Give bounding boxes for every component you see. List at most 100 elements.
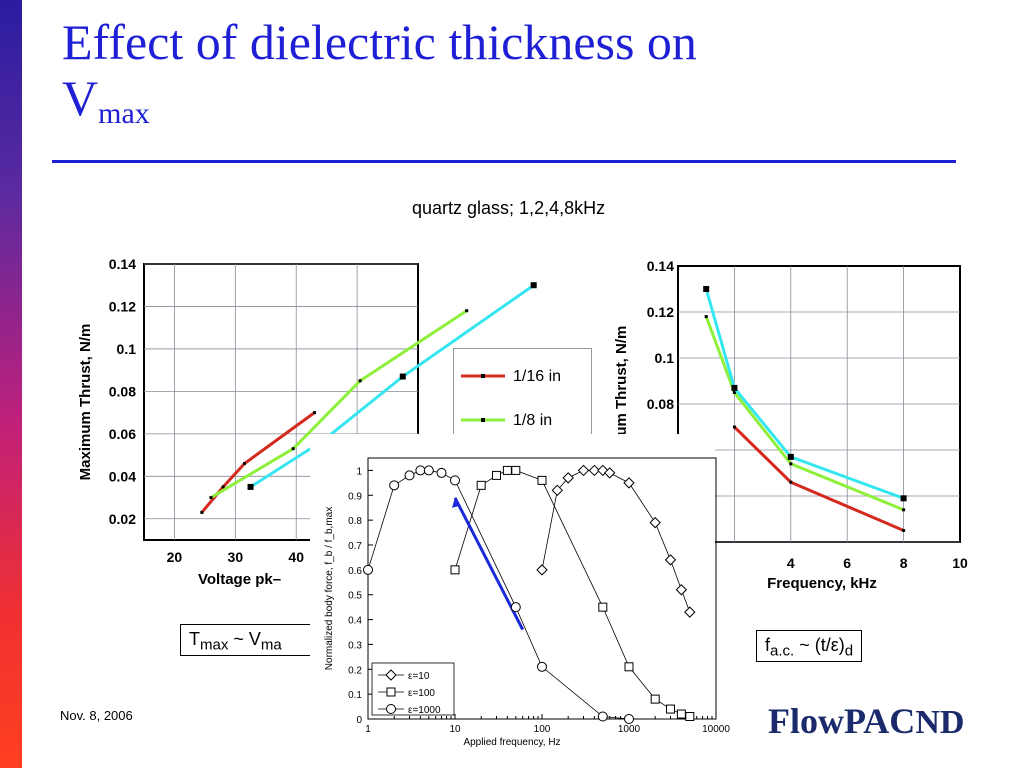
y-tick-label: 0.7 — [348, 541, 362, 552]
legend-marker-red — [481, 374, 485, 378]
data-point — [703, 286, 710, 292]
formula-left-mid: ~ V — [228, 629, 261, 649]
data-point — [789, 480, 793, 484]
formula-left: Tmax ~ Vma — [180, 624, 324, 656]
legend-frame — [371, 662, 455, 716]
data-point-circle — [404, 470, 415, 481]
data-point-circle — [436, 467, 447, 478]
x-tick-label: 30 — [228, 549, 244, 565]
data-point-diamond — [385, 669, 397, 681]
data-point-circle — [537, 661, 547, 672]
data-point-diamond — [551, 484, 564, 497]
data-point-circle — [597, 711, 608, 722]
data-point-diamond — [603, 467, 616, 479]
data-point — [247, 483, 254, 490]
data-point-circle — [386, 704, 396, 714]
data-point-diamond — [684, 606, 696, 618]
data-point-diamond — [623, 477, 635, 489]
y-tick-label: 0.02 — [109, 511, 136, 527]
data-point — [312, 411, 316, 415]
data-point-square — [650, 694, 660, 704]
y-tick-label: 0.3 — [348, 640, 362, 651]
data-point — [200, 510, 204, 514]
y-tick-label: 0.04 — [109, 468, 136, 484]
data-point — [291, 447, 295, 451]
data-point-square — [624, 662, 634, 672]
data-point-diamond — [664, 554, 677, 566]
data-point-circle — [510, 602, 521, 613]
data-point — [221, 485, 225, 489]
y-tick-label: 0.5 — [348, 591, 362, 602]
y-axis-label: Normalized body force, f_b / f_b,max — [324, 507, 335, 670]
y-tick-label: 0.12 — [647, 304, 674, 320]
data-point-circle — [423, 465, 434, 476]
x-tick-label: 20 — [167, 549, 183, 565]
data-point-square — [685, 712, 695, 722]
data-point-square — [492, 470, 502, 480]
x-axis-label: Applied frequency, Hz — [463, 737, 560, 748]
y-tick-label: 0.06 — [109, 426, 136, 442]
normalized-force-chart: 0 0.1 0.2 0.3 0.4 0.5 0.6 0.7 0.8 0.9 1 1 10 100 1000 1… — [310, 434, 730, 752]
series-line — [704, 316, 905, 512]
formula-right-fsub: a.c. — [770, 642, 795, 660]
title-main: Effect of dielectric thickness on — [62, 14, 697, 70]
legend-label: ε=100 — [408, 688, 435, 699]
chart-background — [310, 434, 715, 752]
series-line — [210, 309, 468, 499]
title-sub: max — [98, 97, 150, 130]
legend-label: ε=1000 — [408, 705, 441, 716]
y-tick-label: 0.4 — [348, 616, 362, 627]
data-point — [731, 384, 738, 391]
data-point — [465, 309, 469, 313]
data-point — [900, 495, 907, 502]
y-tick-label: 0.12 — [109, 298, 136, 314]
x-tick-label: 6 — [843, 555, 851, 571]
y-tick-label: 1 — [356, 466, 362, 477]
data-point — [358, 379, 362, 383]
x-axis-label: Frequency, kHz — [767, 575, 877, 592]
voltage-thrust-chart: 0.020.040.060.080.10.120.142030405Voltag… — [77, 256, 537, 588]
x-tick-label: 100 — [534, 724, 551, 735]
legend-label: ε=10 — [408, 671, 430, 682]
data-point — [704, 315, 708, 319]
data-point-diamond — [562, 472, 574, 484]
data-point-circle — [415, 465, 426, 476]
data-point — [902, 529, 906, 532]
title-underline — [52, 160, 956, 163]
slide-subtitle: quartz glass; 1,2,4,8kHz — [412, 198, 606, 218]
data-point-circle — [450, 475, 460, 486]
x-tick-label: 10 — [449, 724, 461, 735]
data-point-square — [676, 709, 686, 719]
data-point-circle — [363, 564, 373, 575]
data-point-diamond — [536, 564, 548, 576]
y-tick-label: 0.2 — [348, 665, 362, 676]
data-point-square — [511, 465, 521, 475]
formula-left-T: T — [189, 629, 200, 649]
nd-monogram-icon: ND — [915, 704, 965, 741]
arrow-head — [452, 497, 460, 508]
y-tick-label: 0.08 — [109, 383, 136, 399]
data-point-square — [666, 704, 676, 714]
data-point-square — [537, 475, 547, 485]
y-axis-label: Maximum Thrust, N/m — [77, 324, 94, 481]
series-line — [704, 288, 905, 500]
series-line — [249, 284, 535, 489]
flowpac-logo: FlowPACND — [768, 700, 964, 742]
data-point — [399, 373, 406, 380]
formula-left-Vsub: ma — [260, 636, 282, 654]
logo-text: FlowPAC — [768, 701, 916, 741]
gradient-side-bar — [0, 0, 22, 768]
data-point-square — [476, 480, 486, 490]
x-axis-label: Voltage pk– — [198, 571, 281, 588]
title-v: V — [62, 70, 99, 126]
series-line — [200, 411, 316, 514]
formula-right-f: f — [765, 635, 771, 655]
x-tick-label: 10 — [952, 555, 968, 571]
data-point-circle — [624, 714, 634, 724]
data-point — [530, 282, 537, 289]
x-tick-label: 1 — [365, 724, 371, 735]
data-point-circle — [389, 480, 400, 491]
y-tick-label: 0.8 — [348, 516, 362, 527]
data-point — [209, 496, 213, 500]
